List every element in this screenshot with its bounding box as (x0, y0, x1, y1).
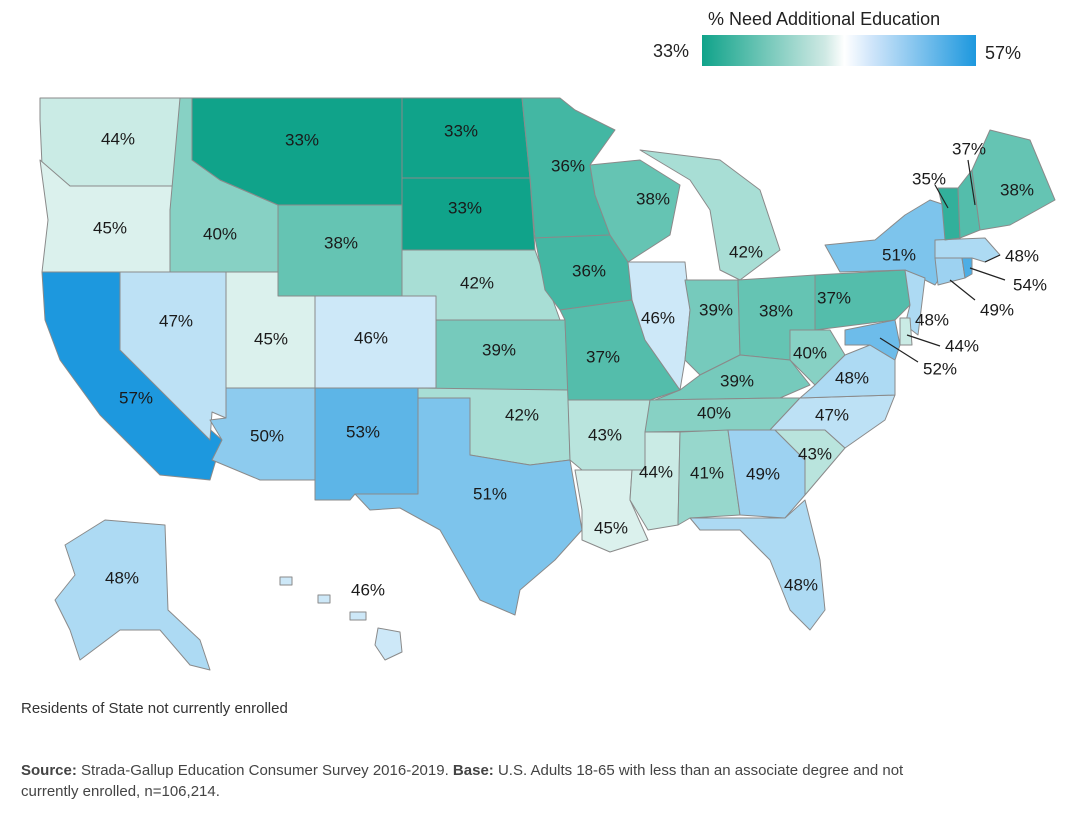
label-IL: 46% (641, 308, 675, 327)
label-MO: 37% (586, 347, 620, 366)
state-NM[interactable] (314, 387, 419, 501)
label-CT: 49% (980, 300, 1014, 319)
leader-line-MD (879, 337, 919, 363)
state-TX[interactable] (354, 397, 583, 616)
leader-line-NH (967, 159, 976, 206)
kauai-island (279, 576, 293, 586)
label-TX: 51% (473, 484, 507, 503)
label-AL: 41% (690, 463, 724, 482)
label-MA: 48% (1005, 246, 1039, 265)
hawaii-island (374, 627, 403, 661)
label-FL: 48% (784, 575, 818, 594)
label-CA: 57% (119, 388, 153, 407)
label-VA: 48% (835, 368, 869, 387)
label-RI: 54% (1013, 275, 1047, 294)
label-AR: 43% (588, 425, 622, 444)
label-WI: 38% (636, 189, 670, 208)
label-ME: 38% (1000, 180, 1034, 199)
label-MN: 36% (551, 156, 585, 175)
state-IL[interactable] (627, 261, 691, 391)
label-WV: 40% (793, 343, 827, 362)
us-state-map: 44% 45% 57% 40% 47% 33% 38% 45% 50% 46% … (39, 97, 1056, 671)
label-SD: 33% (448, 198, 482, 217)
state-AK[interactable] (54, 519, 211, 671)
state-HI[interactable] (279, 576, 403, 661)
state-DE[interactable] (899, 317, 913, 346)
legend-max-label: 57% (985, 43, 1022, 63)
label-VT: 35% (912, 169, 946, 188)
base-label: Base: (452, 762, 494, 779)
label-NY: 51% (882, 245, 916, 264)
label-IA: 36% (572, 261, 606, 280)
map-note: Residents of State not currently enrolle… (21, 700, 288, 717)
state-FL[interactable] (689, 499, 826, 631)
label-NE: 42% (460, 273, 494, 292)
label-TN: 40% (697, 403, 731, 422)
label-KY: 39% (720, 371, 754, 390)
label-AK: 48% (105, 568, 139, 587)
label-DE: 44% (945, 336, 979, 355)
state-AL[interactable] (677, 429, 741, 526)
label-UT: 45% (254, 329, 288, 348)
label-LA: 45% (594, 518, 628, 537)
label-PA: 37% (817, 288, 851, 307)
label-OK: 42% (505, 405, 539, 424)
label-KS: 39% (482, 340, 516, 359)
state-CT[interactable] (934, 257, 966, 286)
label-SC: 43% (798, 444, 832, 463)
label-AZ: 50% (250, 426, 284, 445)
legend-min-label: 33% (653, 41, 690, 61)
label-GA: 49% (746, 464, 780, 483)
label-NJ: 48% (915, 310, 949, 329)
label-IN: 39% (699, 300, 733, 319)
label-WY: 38% (324, 233, 358, 252)
legend-color-scale (702, 35, 976, 66)
label-WA: 44% (101, 129, 135, 148)
label-HI: 46% (351, 580, 385, 599)
label-OH: 38% (759, 301, 793, 320)
state-WI[interactable] (589, 159, 681, 263)
leader-line-RI (969, 267, 1006, 281)
state-MA[interactable] (934, 237, 1001, 263)
state-ME[interactable] (971, 129, 1056, 231)
label-MD: 52% (923, 359, 957, 378)
label-NC: 47% (815, 405, 849, 424)
legend-title: % Need Additional Education (708, 9, 941, 29)
leader-line-MA (984, 254, 1001, 263)
label-NH: 37% (952, 139, 986, 158)
source-footnote: Source: Strada-Gallup Education Consumer… (21, 760, 921, 802)
label-NV: 47% (159, 311, 193, 330)
source-label: Source: (21, 762, 77, 779)
source-text: Strada-Gallup Education Consumer Survey … (81, 762, 449, 779)
label-MS: 44% (639, 462, 673, 481)
leader-line-CT (949, 279, 976, 301)
state-MD[interactable] (844, 319, 901, 361)
label-MT: 33% (285, 130, 319, 149)
maui-island (349, 611, 367, 621)
oahu-island (317, 594, 331, 604)
leader-line-VT (934, 184, 949, 209)
label-MI: 42% (729, 242, 763, 261)
base-text: U.S. Adults 18-65 with less than an asso… (21, 762, 904, 800)
label-CO: 46% (354, 328, 388, 347)
label-NM: 53% (346, 422, 380, 441)
label-ID: 40% (203, 224, 237, 243)
label-OR: 45% (93, 218, 127, 237)
label-ND: 33% (444, 121, 478, 140)
leader-line-DE (906, 334, 941, 347)
